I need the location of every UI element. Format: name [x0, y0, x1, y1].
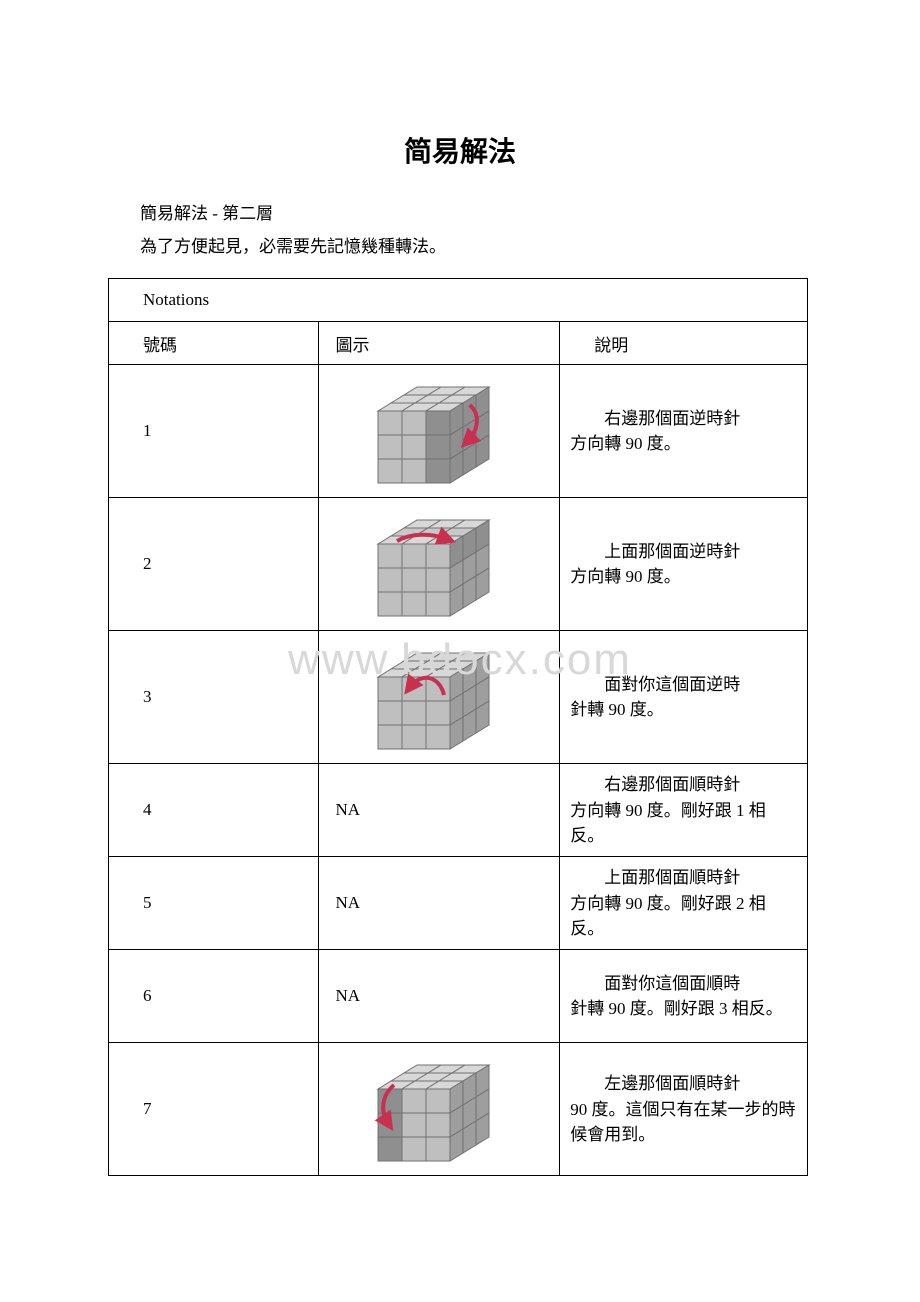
header-desc: 說明 — [560, 322, 808, 365]
cell-image: NA — [319, 764, 560, 857]
cell-desc: 右邊那個面順時針方向轉 90 度。剛好跟 1 相反。 — [560, 764, 808, 857]
cube-icon — [367, 508, 517, 620]
table-caption-row: Notations — [109, 279, 808, 322]
cell-image — [319, 498, 560, 631]
cell-desc: 上面那個面順時針方向轉 90 度。剛好跟 2 相反。 — [560, 857, 808, 950]
desc-first-line: 右邊那個面順時針 — [570, 772, 797, 798]
cube-icon — [367, 1053, 517, 1165]
cell-num: 1 — [109, 365, 319, 498]
cell-image — [319, 365, 560, 498]
cell-num: 5 — [109, 857, 319, 950]
desc-first-line: 上面那個面逆時針 — [570, 539, 797, 565]
cell-desc: 上面那個面逆時針方向轉 90 度。 — [560, 498, 808, 631]
table-row: 6NA面對你這個面順時針轉 90 度。剛好跟 3 相反。 — [109, 950, 808, 1043]
desc-first-line: 上面那個面順時針 — [570, 865, 797, 891]
cell-image — [319, 631, 560, 764]
page-title: 简易解法 — [100, 130, 820, 170]
document-page: www.bdocx.com 简易解法 簡易解法 - 第二層 為了方便起見，必需要… — [0, 0, 920, 1302]
header-img: 圖示 — [319, 322, 560, 365]
cell-num: 4 — [109, 764, 319, 857]
notations-table: Notations 號碼 圖示 說明 1 右邊那個面逆時針方向轉 90 度。2 … — [108, 278, 808, 1176]
cell-image: NA — [319, 950, 560, 1043]
cell-desc: 面對你這個面順時針轉 90 度。剛好跟 3 相反。 — [560, 950, 808, 1043]
cell-desc: 右邊那個面逆時針方向轉 90 度。 — [560, 365, 808, 498]
cell-image — [319, 1043, 560, 1176]
desc-first-line: 左邊那個面順時針 — [570, 1071, 797, 1097]
intro-line-2: 為了方便起見，必需要先記憶幾種轉法。 — [140, 233, 820, 260]
cube-icon — [367, 641, 517, 753]
header-num: 號碼 — [109, 322, 319, 365]
table-caption-cell: Notations — [109, 279, 808, 322]
table-row: 2 上面那個面逆時針方向轉 90 度。 — [109, 498, 808, 631]
cube-icon — [367, 375, 517, 487]
desc-first-line: 面對你這個面逆時 — [570, 672, 797, 698]
desc-rest: 方向轉 90 度。 — [570, 434, 681, 453]
cell-num: 6 — [109, 950, 319, 1043]
table-row: 4NA右邊那個面順時針方向轉 90 度。剛好跟 1 相反。 — [109, 764, 808, 857]
desc-first-line: 面對你這個面順時 — [570, 971, 797, 997]
cell-num: 2 — [109, 498, 319, 631]
table-row: 1 右邊那個面逆時針方向轉 90 度。 — [109, 365, 808, 498]
desc-first-line: 右邊那個面逆時針 — [570, 406, 797, 432]
desc-rest: 方向轉 90 度。 — [570, 567, 681, 586]
table-row: 3 面對你這個面逆時針轉 90 度。 — [109, 631, 808, 764]
desc-rest: 方向轉 90 度。剛好跟 2 相反。 — [570, 894, 766, 939]
desc-rest: 針轉 90 度。剛好跟 3 相反。 — [570, 999, 783, 1018]
cell-num: 7 — [109, 1043, 319, 1176]
desc-rest: 90 度。這個只有在某一步的時候會用到。 — [570, 1100, 795, 1145]
table-row: 7 左邊那個面順時針 90 度。這個只有在某一步的時候會用到。 — [109, 1043, 808, 1176]
table-header-row: 號碼 圖示 說明 — [109, 322, 808, 365]
table-row: 5NA上面那個面順時針方向轉 90 度。剛好跟 2 相反。 — [109, 857, 808, 950]
intro-line-1: 簡易解法 - 第二層 — [140, 200, 820, 227]
cell-image: NA — [319, 857, 560, 950]
cell-num: 3 — [109, 631, 319, 764]
desc-rest: 方向轉 90 度。剛好跟 1 相反。 — [570, 801, 766, 846]
cell-desc: 面對你這個面逆時針轉 90 度。 — [560, 631, 808, 764]
desc-rest: 針轉 90 度。 — [570, 700, 664, 719]
cell-desc: 左邊那個面順時針 90 度。這個只有在某一步的時候會用到。 — [560, 1043, 808, 1176]
